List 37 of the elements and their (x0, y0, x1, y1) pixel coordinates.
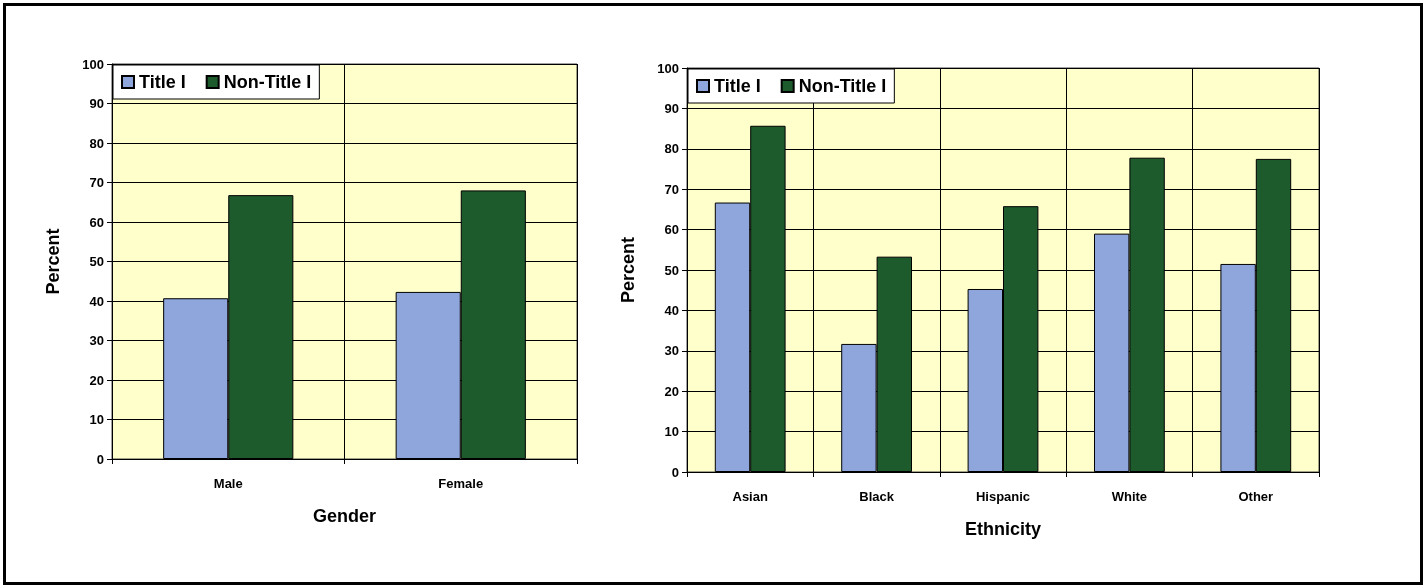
y-tick-label: 0 (96, 451, 104, 467)
x-tick-label: Hispanic (975, 489, 1031, 504)
x-tick-label: Other (1238, 489, 1274, 504)
x-tick-label: Female (438, 476, 484, 491)
y-tick-label: 50 (89, 254, 104, 269)
y-tick-label: 0 (671, 464, 679, 480)
y-tick-label: 10 (664, 424, 679, 440)
y-tick-label: 30 (89, 333, 104, 348)
y-tick-label: 80 (664, 141, 679, 157)
y-tick-label: 10 (89, 412, 104, 427)
legend-label: Title I (139, 72, 186, 92)
y-tick-label: 20 (664, 383, 679, 399)
y-tick-label: 100 (657, 60, 679, 76)
y-axis-title: Percent (43, 228, 63, 295)
y-tick-label: 50 (664, 262, 679, 278)
y-tick-label: 90 (664, 100, 679, 116)
x-tick-label: Black (859, 489, 895, 504)
y-tick-label: 30 (664, 343, 679, 359)
y-tick-label: 100 (82, 56, 104, 72)
x-tick-label: White (1111, 489, 1148, 504)
y-tick-label: 70 (89, 175, 104, 190)
x-axis-title: Ethnicity (964, 519, 1042, 539)
x-tick-label: Asian (732, 489, 768, 504)
y-tick-label: 60 (89, 214, 104, 230)
y-tick-label: 60 (664, 222, 679, 238)
y-tick-label: 70 (664, 181, 679, 197)
y-axis-title: Percent (618, 236, 638, 304)
y-tick-label: 80 (89, 135, 104, 151)
y-tick-label: 20 (89, 372, 104, 388)
y-tick-label: 40 (89, 293, 104, 309)
x-tick-label: Male (213, 476, 243, 491)
legend-label: Title I (714, 76, 761, 96)
y-tick-label: 90 (89, 96, 104, 111)
y-tick-label: 40 (664, 302, 679, 318)
legend-label: Non-Title I (223, 72, 312, 92)
legend-label: Non-Title I (798, 76, 887, 96)
x-axis-title: Gender (312, 506, 377, 526)
